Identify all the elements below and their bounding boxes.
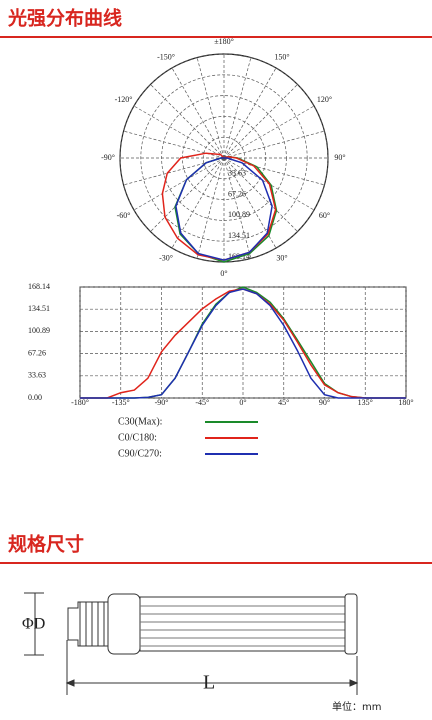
angle-tick-label: -120° — [115, 95, 133, 104]
section-title: 光强分布曲线 — [7, 7, 122, 30]
x-tick-label: -90° — [155, 398, 169, 407]
grid-spoke — [223, 84, 298, 159]
grid-ring — [140, 74, 308, 242]
x-tick-label: 180° — [398, 398, 413, 407]
angle-tick-label: -150° — [157, 52, 175, 61]
x-tick-label: -180° — [71, 398, 89, 407]
y-tick-label: 100.89 — [28, 326, 50, 335]
y-tick-label: 33.63 — [28, 371, 46, 380]
x-tick-label: 45° — [278, 398, 289, 407]
unit-note: 单位：mm — [332, 700, 381, 713]
grid-spoke — [223, 130, 325, 159]
grid-spoke — [150, 84, 225, 159]
angle-tick-label: 0° — [220, 269, 227, 278]
x-tick-label: 90° — [319, 398, 330, 407]
grid-spoke — [223, 157, 252, 259]
legend-label: C30(Max): — [118, 416, 162, 427]
angle-tick-label: 60° — [319, 211, 330, 220]
x-tick-label: -135° — [112, 398, 130, 407]
angle-tick-label: -90° — [101, 153, 115, 162]
grid-spoke — [223, 57, 252, 159]
r-tick-label: 134.51 — [228, 231, 250, 240]
grid-spoke — [150, 157, 225, 232]
grid-spoke — [133, 105, 225, 159]
series-line — [80, 288, 406, 399]
r-tick-label: 33.63 — [228, 169, 246, 178]
angle-tick-label: ±180° — [214, 37, 234, 46]
section-title: 规格尺寸 — [8, 533, 84, 556]
length-label: L — [203, 672, 215, 694]
y-tick-label: 0.00 — [28, 393, 42, 402]
grid-spoke — [171, 67, 225, 159]
legend-label: C0/C180: — [118, 432, 157, 443]
x-tick-label: 135° — [358, 398, 373, 407]
y-tick-label: 134.51 — [28, 304, 50, 313]
angle-tick-label: -30° — [159, 253, 173, 262]
angle-tick-label: 90° — [334, 153, 345, 162]
grid-spoke — [196, 157, 225, 259]
legend-label: C90/C270: — [118, 448, 162, 459]
y-tick-label: 168.14 — [28, 282, 50, 291]
grid-spoke — [223, 105, 315, 159]
polar-curve — [174, 155, 278, 263]
angle-tick-label: 30° — [276, 253, 287, 262]
angle-tick-label: 150° — [274, 52, 289, 61]
x-tick-label: 0° — [239, 398, 246, 407]
grid-spoke — [223, 157, 298, 232]
angle-tick-label: -60° — [117, 211, 131, 220]
x-tick-label: -45° — [195, 398, 209, 407]
y-tick-label: 67.26 — [28, 348, 46, 357]
lamp-drawing — [24, 592, 359, 695]
diameter-label: ΦD — [22, 616, 45, 633]
angle-tick-label: 120° — [317, 95, 332, 104]
grid-spoke — [196, 57, 225, 159]
r-tick-label: 67.26 — [228, 189, 246, 198]
grid-spoke — [223, 67, 277, 159]
r-tick-label: 100.89 — [228, 210, 250, 219]
polar-curve — [175, 157, 273, 261]
grid-ring — [119, 53, 329, 263]
grid-spoke — [133, 157, 225, 211]
